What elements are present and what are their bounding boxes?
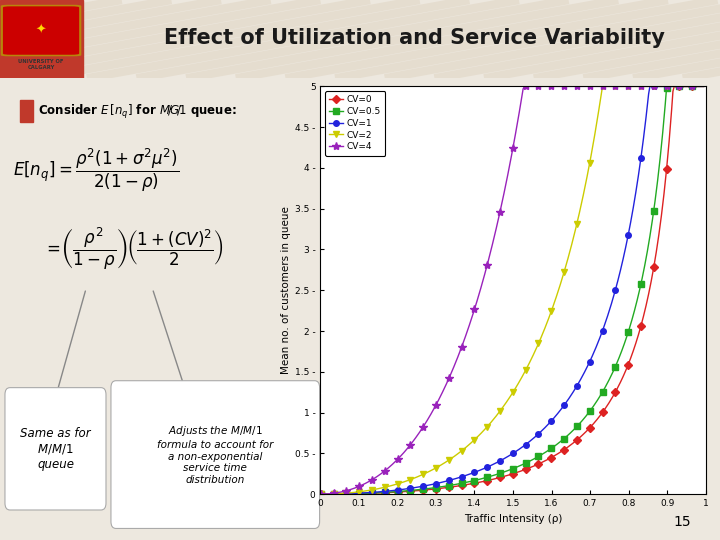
CV=1 <box>543 422 552 428</box>
Text: Adjusts the $M/M/1$
formula to account for
a non-exponential
service time
distri: Adjusts the $M/M/1$ formula to account f… <box>157 424 274 485</box>
Bar <box>0 0 83 78</box>
CV=2 <box>317 491 325 497</box>
Line: CV=1: CV=1 <box>318 84 706 497</box>
CV=0.5 <box>639 268 648 275</box>
CV=0 <box>664 153 672 159</box>
CV=1 <box>544 421 553 427</box>
CV=0 <box>543 456 552 463</box>
CV=1 <box>665 83 673 90</box>
CV=0 <box>551 452 559 458</box>
Text: $E[n_q] = \dfrac{\rho^2(1+\sigma^2\mu^2)}{2(1-\rho)}$: $E[n_q] = \dfrac{\rho^2(1+\sigma^2\mu^2)… <box>13 147 179 194</box>
CV=2 <box>543 319 552 325</box>
Text: Effect of Utilization and Service Variability: Effect of Utilization and Service Variab… <box>163 28 665 48</box>
CV=4 <box>317 491 325 497</box>
Text: ✦: ✦ <box>36 24 46 37</box>
CV=2 <box>551 297 559 303</box>
CV=4 <box>318 491 326 497</box>
CV=4 <box>552 83 561 90</box>
CV=0 <box>699 83 708 90</box>
CV=4 <box>544 83 553 90</box>
CV=1 <box>318 491 326 497</box>
CV=0.5 <box>665 83 673 90</box>
CV=4 <box>641 83 649 90</box>
CV=1 <box>551 413 559 420</box>
X-axis label: Traffic Intensity (ρ): Traffic Intensity (ρ) <box>464 514 562 523</box>
CV=2 <box>665 83 673 90</box>
CV=0 <box>639 313 648 320</box>
Bar <box>20 100 33 122</box>
CV=4 <box>699 83 708 90</box>
CV=1 <box>646 83 654 90</box>
CV=0.5 <box>543 448 552 454</box>
FancyBboxPatch shape <box>4 7 78 54</box>
Text: Same as for
$M/M/1$
queue: Same as for $M/M/1$ queue <box>20 427 91 471</box>
CV=2 <box>544 315 553 321</box>
Line: CV=2: CV=2 <box>318 83 707 497</box>
Text: $= \!\left(\dfrac{\rho^2}{1-\rho}\right)\!\left(\dfrac{1+(CV)^2}{2}\right)$: $= \!\left(\dfrac{\rho^2}{1-\rho}\right)… <box>43 226 224 272</box>
CV=0 <box>318 491 326 497</box>
CV=0.5 <box>317 491 325 497</box>
FancyBboxPatch shape <box>5 388 106 510</box>
CV=0.5 <box>551 442 559 449</box>
CV=2 <box>641 83 649 90</box>
Text: 15: 15 <box>674 515 691 529</box>
CV=1 <box>639 135 648 141</box>
CV=4 <box>520 83 528 90</box>
Y-axis label: Mean no. of customers in queue: Mean no. of customers in queue <box>281 206 291 374</box>
CV=0 <box>670 83 678 90</box>
CV=0 <box>544 456 553 462</box>
CV=0.5 <box>544 447 553 454</box>
CV=1 <box>317 491 325 497</box>
CV=0.5 <box>664 83 672 90</box>
CV=4 <box>546 83 554 90</box>
Line: CV=0: CV=0 <box>318 84 706 497</box>
Text: Consider $E\,[n_q]$ for $M\!/\!G\!/\!1$ queue:: Consider $E\,[n_q]$ for $M\!/\!G\!/\!1$ … <box>38 103 237 120</box>
FancyBboxPatch shape <box>111 381 320 529</box>
Line: CV=0.5: CV=0.5 <box>318 84 706 497</box>
CV=0 <box>317 491 325 497</box>
Legend: CV=0, CV=0.5, CV=1, CV=2, CV=4: CV=0, CV=0.5, CV=1, CV=2, CV=4 <box>325 91 385 156</box>
CV=0.5 <box>318 491 326 497</box>
Text: UNIVERSITY OF
CALGARY: UNIVERSITY OF CALGARY <box>18 59 64 70</box>
CV=4 <box>665 83 673 90</box>
CV=2 <box>318 491 326 497</box>
CV=1 <box>699 83 708 90</box>
FancyBboxPatch shape <box>1 5 81 56</box>
CV=2 <box>699 83 708 90</box>
CV=2 <box>598 83 607 90</box>
Line: CV=4: CV=4 <box>317 82 708 498</box>
CV=0.5 <box>699 83 708 90</box>
